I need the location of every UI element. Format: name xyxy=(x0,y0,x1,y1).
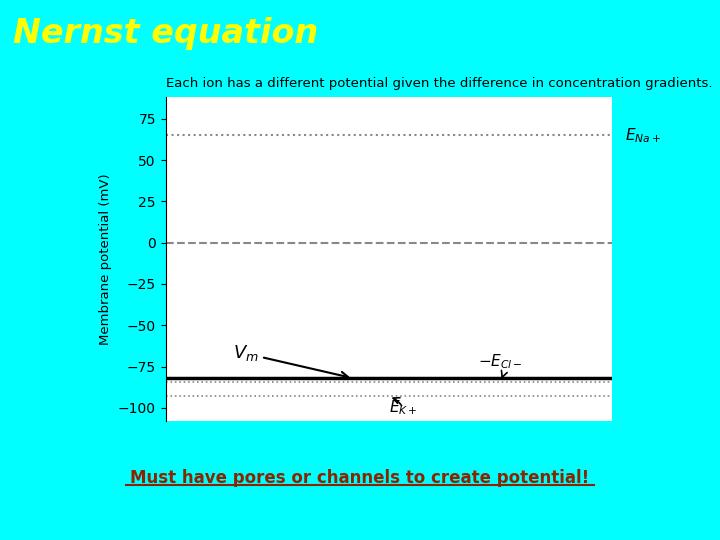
Text: Must have pores or channels to create potential!: Must have pores or channels to create po… xyxy=(130,469,590,487)
Text: $E_{K+}$: $E_{K+}$ xyxy=(389,397,418,417)
Y-axis label: Membrane potential (mV): Membrane potential (mV) xyxy=(99,173,112,345)
Text: Each ion has a different potential given the difference in concentration gradien: Each ion has a different potential given… xyxy=(166,77,712,90)
Text: $\mathit{V_m}$: $\mathit{V_m}$ xyxy=(233,343,348,379)
Text: $-E_{Cl-}$: $-E_{Cl-}$ xyxy=(478,352,523,377)
Text: $E_{Na+}$: $E_{Na+}$ xyxy=(626,126,662,145)
Text: Nernst equation: Nernst equation xyxy=(13,17,318,50)
